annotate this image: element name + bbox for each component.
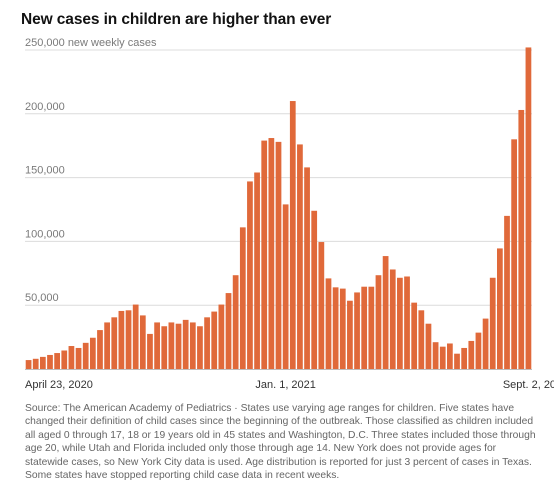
bar [311, 210, 318, 369]
x-tick-label: Jan. 1, 2021 [255, 379, 316, 391]
bar [118, 310, 125, 369]
bar [25, 360, 32, 369]
bar [168, 322, 175, 369]
y-tick-label: 100,000 [25, 228, 65, 240]
bar [204, 317, 210, 369]
bar [268, 138, 275, 369]
bar [225, 293, 232, 369]
chart-plot: 50,000 100,000 150,000 200,000 250,000 new w… [25, 37, 554, 391]
bar [482, 318, 489, 369]
bar [525, 47, 532, 369]
x-tick-label: April 23, 2020 [25, 379, 93, 391]
bar [347, 300, 353, 369]
bar [89, 337, 96, 369]
y-tick-labels: 50,000 100,000 150,000 200,000 250,000 new w… [25, 37, 157, 304]
y-tick-label: 150,000 [25, 165, 65, 177]
source-note: Source: The American Academy of Pediatri… [25, 403, 536, 482]
bar [104, 322, 110, 369]
bar [404, 276, 410, 369]
bar [125, 310, 132, 369]
bar [232, 275, 239, 369]
bar [297, 144, 303, 369]
bar [382, 256, 389, 369]
bar [39, 356, 46, 369]
bar [325, 278, 332, 369]
bar [461, 347, 468, 369]
bar [368, 286, 375, 369]
bar [354, 292, 360, 369]
bar [247, 181, 253, 369]
bar [68, 346, 75, 369]
bar [75, 347, 82, 369]
bar [468, 340, 475, 369]
y-tick-label: 200,000 [25, 101, 65, 113]
bar [432, 342, 439, 369]
bar [389, 269, 396, 369]
bar [332, 287, 339, 369]
bar [289, 101, 296, 369]
bar [454, 353, 460, 369]
bar [218, 304, 225, 369]
bar [54, 353, 60, 369]
bar [511, 139, 518, 369]
bar [439, 346, 446, 369]
bar [97, 330, 103, 369]
bar [82, 342, 89, 369]
bar [418, 310, 425, 369]
bar [282, 204, 289, 369]
bar [447, 343, 453, 369]
bar [189, 322, 196, 369]
y-tick-label: 250,000 new weekly cases [25, 37, 157, 49]
bar [182, 319, 189, 369]
bar [211, 311, 218, 369]
bar [304, 167, 310, 369]
bar [339, 288, 346, 369]
bar [254, 172, 260, 369]
bar [139, 315, 146, 369]
bar [361, 286, 368, 369]
y-tick-label: 50,000 [25, 292, 59, 304]
x-tick-labels: April 23, 2020 Jan. 1, 2021 Sept. 2, 2021 [25, 379, 554, 391]
bar [504, 215, 510, 369]
bar [489, 277, 496, 369]
bar [175, 323, 182, 369]
bar [318, 242, 325, 369]
bar [518, 109, 525, 369]
bar [397, 277, 403, 369]
bar [47, 354, 53, 369]
bar [161, 326, 168, 369]
bar [147, 333, 153, 369]
bar-series [25, 47, 532, 369]
bar [411, 302, 418, 369]
bar [132, 304, 139, 369]
bar [275, 141, 282, 369]
chart-title: New cases in children are higher than ev… [21, 11, 332, 28]
bar [375, 275, 382, 369]
bar [32, 358, 39, 369]
bar [111, 317, 118, 369]
bar [239, 227, 246, 369]
bar [425, 323, 432, 369]
x-tick-label: Sept. 2, 2021 [503, 379, 554, 391]
bar [261, 140, 268, 369]
bar [61, 350, 68, 369]
bar [475, 332, 482, 369]
bar [154, 322, 160, 369]
bar [497, 248, 503, 369]
bar [197, 326, 203, 369]
